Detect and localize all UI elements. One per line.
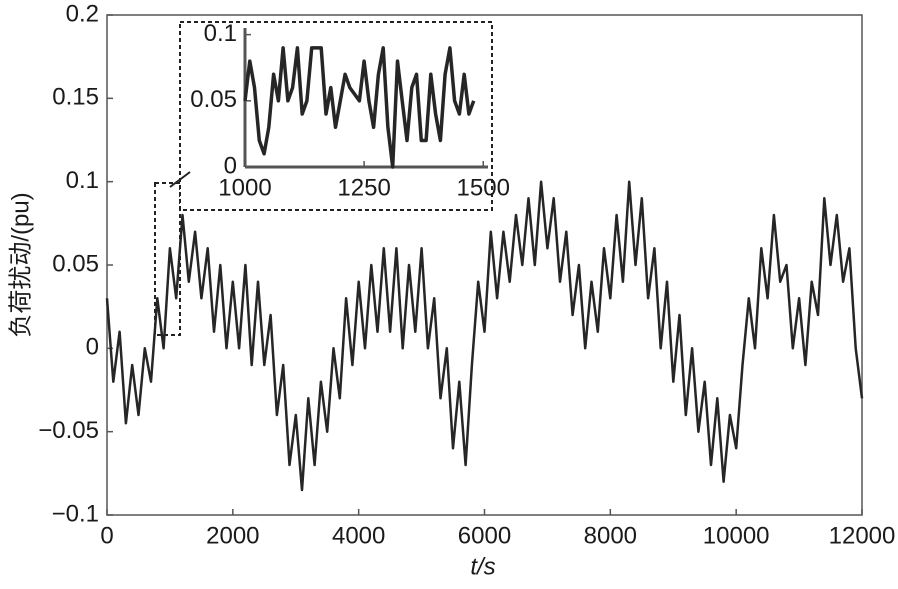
data-line	[243, 46, 476, 169]
y-tick-label: 0	[224, 152, 237, 179]
y-axis-label: 负荷扰动/(pu)	[7, 192, 34, 337]
x-tick-label: 6000	[458, 522, 511, 549]
x-tick-label: 1500	[457, 174, 510, 201]
y-tick-label: −0.1	[52, 500, 99, 527]
y-tick-label: 0.05	[190, 86, 237, 113]
x-tick-label: 12000	[829, 522, 896, 549]
data-line	[105, 180, 864, 492]
y-tick-label: 0.15	[52, 84, 99, 111]
y-tick-label: 0	[86, 334, 99, 361]
y-tick-label: 0.1	[204, 20, 237, 47]
y-tick-label: −0.05	[38, 417, 99, 444]
x-tick-label: 1000	[218, 174, 271, 201]
y-tick-label: 0.2	[66, 0, 99, 27]
y-tick-label: 0.1	[66, 167, 99, 194]
x-tick-label: 4000	[332, 522, 385, 549]
x-tick-label: 8000	[584, 522, 637, 549]
x-tick-label: 1250	[337, 174, 390, 201]
y-tick-label: 0.05	[52, 250, 99, 277]
x-tick-label: 2000	[206, 522, 259, 549]
connector	[169, 171, 191, 188]
x-axis-label: t/s	[470, 553, 495, 580]
x-tick-label: 0	[100, 522, 113, 549]
x-tick-label: 10000	[703, 522, 770, 549]
